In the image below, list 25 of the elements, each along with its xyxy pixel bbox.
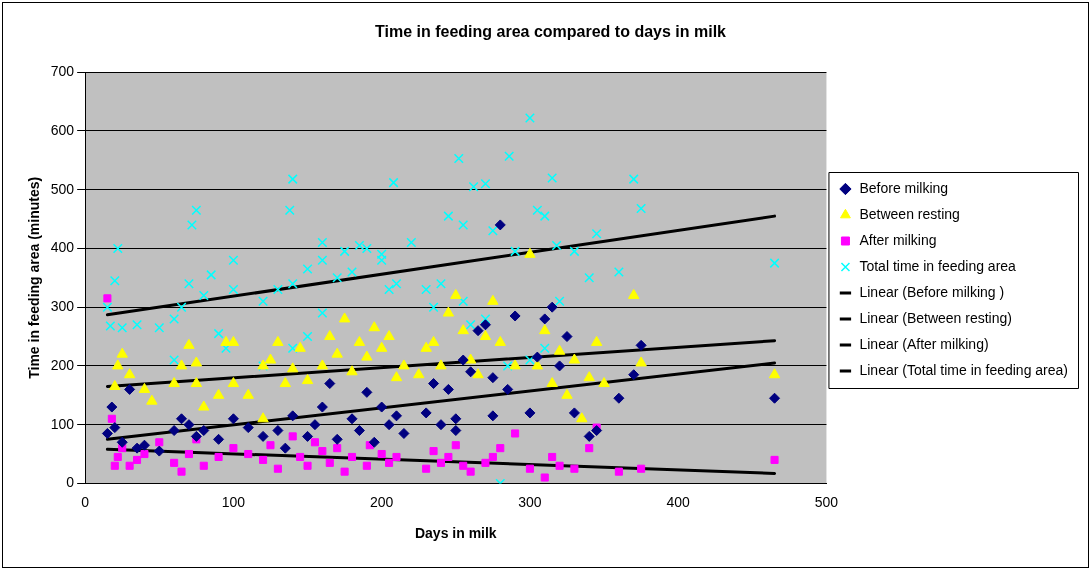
legend-label: Linear (Total time in feeding area) xyxy=(859,361,1068,378)
y-tick-label: 300 xyxy=(50,298,75,315)
x-tick-label: 400 xyxy=(666,493,691,510)
y-tick-label: 400 xyxy=(50,239,75,256)
x-axis-title: Days in milk xyxy=(414,525,497,542)
legend-label: Linear (Before milking ) xyxy=(859,283,1005,300)
y-tick-label: 600 xyxy=(50,121,75,138)
x-tick-label: 200 xyxy=(369,493,394,510)
x-tick-label: 100 xyxy=(221,493,246,510)
legend-label: Total time in feeding area xyxy=(859,257,1017,274)
x-tick-label: 500 xyxy=(814,493,839,510)
legend-label: After milking xyxy=(859,231,937,248)
x-tick-label: 300 xyxy=(518,493,542,510)
legend-label: Linear (Between resting) xyxy=(859,309,1012,326)
legend-label: Linear (After milking) xyxy=(859,335,989,352)
y-tick-label: 700 xyxy=(50,63,75,80)
legend-label: Before milking xyxy=(859,179,949,196)
legend-label: Between resting xyxy=(859,205,960,222)
chart-title: Time in feeding area compared to days in milk xyxy=(375,23,727,41)
y-axis-title: Time in feeding area (minutes) xyxy=(26,176,43,379)
y-tick-label: 100 xyxy=(50,415,75,432)
y-tick-label: 0 xyxy=(66,474,75,491)
y-tick-label: 200 xyxy=(50,356,75,373)
x-tick-label: 0 xyxy=(81,493,90,510)
y-tick-label: 500 xyxy=(50,180,75,197)
